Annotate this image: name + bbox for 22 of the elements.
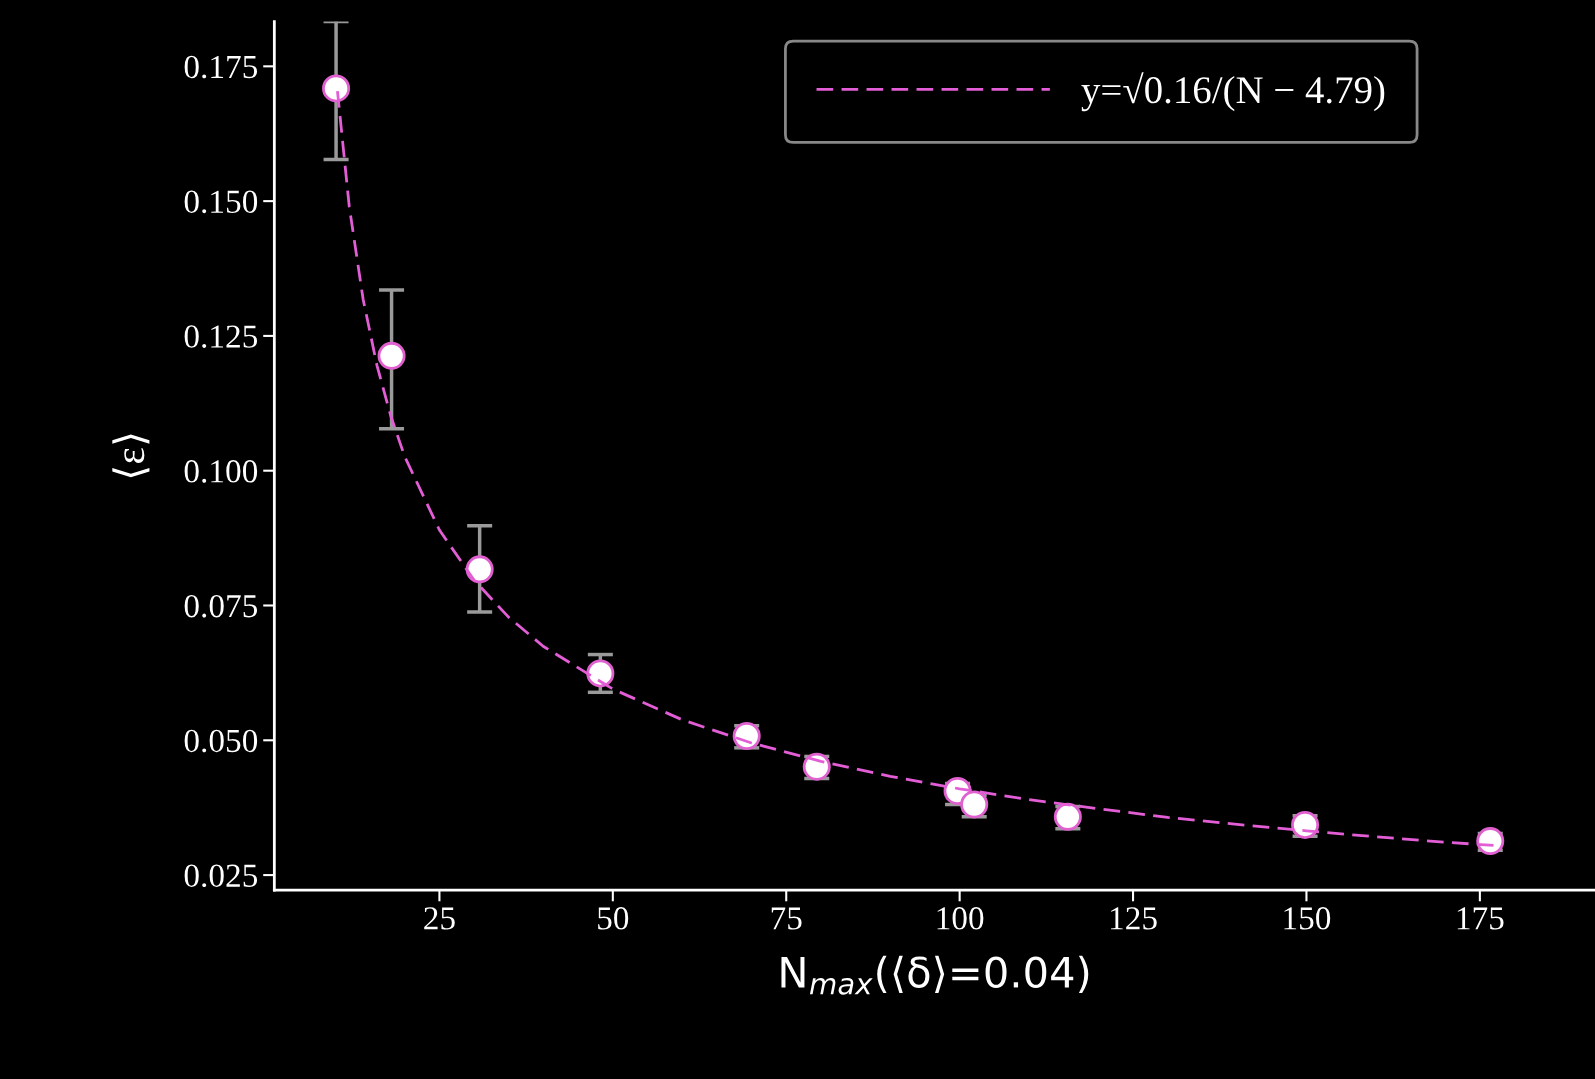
point [377, 341, 406, 370]
y-axis-title: ⟨ε⟩ [112, 434, 150, 478]
x-tick-label: 100 [937, 907, 984, 930]
point [586, 659, 615, 688]
point [1476, 827, 1505, 856]
x-tick-label: 25 [424, 907, 455, 930]
y-tick-label: 0.075 [184, 594, 258, 618]
y-tick-label: 0.050 [184, 729, 258, 753]
x-tick-label: 150 [1284, 907, 1331, 930]
x-tick-label: 175 [1457, 907, 1504, 930]
y-tick-label: 0.100 [184, 460, 258, 483]
x-tick-label: 50 [598, 907, 629, 930]
point [322, 74, 351, 103]
y-tick-label: 0.125 [184, 325, 258, 348]
x-axis-title: N$_{max}$(⟨δ⟩=0.04) [781, 955, 1089, 995]
y-tick-label: 0.175 [184, 55, 258, 79]
y-tick-label: 0.025 [184, 864, 258, 888]
point [465, 555, 494, 584]
text: y=√0.16/(N − 4.79) [1081, 72, 1385, 112]
y-tick-label: 0.150 [184, 190, 258, 214]
x-tick-label: 125 [1110, 907, 1157, 930]
x-tick-label: 75 [771, 907, 802, 930]
